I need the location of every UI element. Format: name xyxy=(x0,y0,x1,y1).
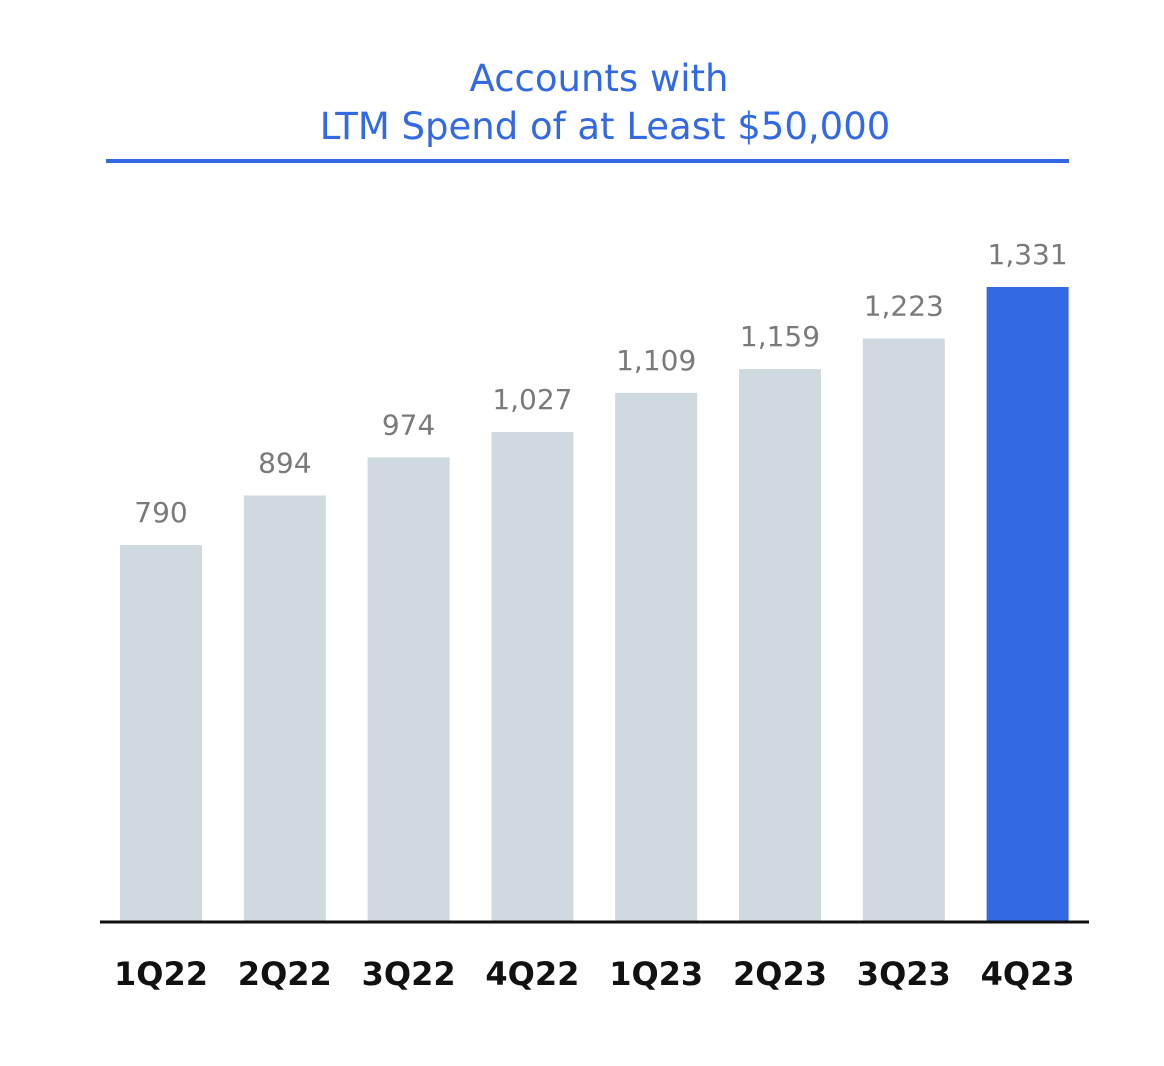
bar-2q23 xyxy=(739,369,821,923)
category-label-4q22: 4Q22 xyxy=(485,955,579,993)
bar-1q22 xyxy=(120,545,202,922)
bar-3q23 xyxy=(862,338,945,922)
value-label-3q22: 974 xyxy=(382,408,435,441)
chart-title: Accounts with LTM Spend of at Least $50,… xyxy=(320,57,891,148)
value-label-2q22: 894 xyxy=(258,447,311,480)
category-labels-group: 1Q22 2Q22 3Q22 4Q22 1Q23 2Q23 3Q23 4Q23 xyxy=(114,955,1075,993)
category-label-1q22: 1Q22 xyxy=(114,955,208,993)
value-label-4q22: 1,027 xyxy=(492,383,572,416)
chart-title-line-2: LTM Spend of at Least $50,000 xyxy=(320,105,891,148)
value-label-2q23: 1,159 xyxy=(740,320,820,353)
chart-title-line-1: Accounts with xyxy=(470,57,729,100)
value-label-3q23: 1,223 xyxy=(864,290,944,323)
bar-4q22 xyxy=(491,432,574,922)
category-label-2q22: 2Q22 xyxy=(238,955,332,993)
bar-2q22 xyxy=(243,495,326,922)
category-label-4q23: 4Q23 xyxy=(981,955,1075,993)
category-label-3q22: 3Q22 xyxy=(362,955,456,993)
category-label-2q23: 2Q23 xyxy=(733,955,827,993)
category-label-3q23: 3Q23 xyxy=(857,955,951,993)
category-label-1q23: 1Q23 xyxy=(609,955,703,993)
value-label-4q23: 1,331 xyxy=(988,238,1068,271)
bars-group xyxy=(120,287,1069,923)
bar-3q22 xyxy=(367,457,450,922)
bar-1q23 xyxy=(615,392,698,922)
bar-4q23 xyxy=(986,287,1069,922)
value-label-1q23: 1,109 xyxy=(616,344,696,377)
value-label-1q22: 790 xyxy=(134,496,187,529)
value-labels-group: 790 894 974 1,027 1,109 1,159 1,223 1,331 xyxy=(134,238,1067,529)
